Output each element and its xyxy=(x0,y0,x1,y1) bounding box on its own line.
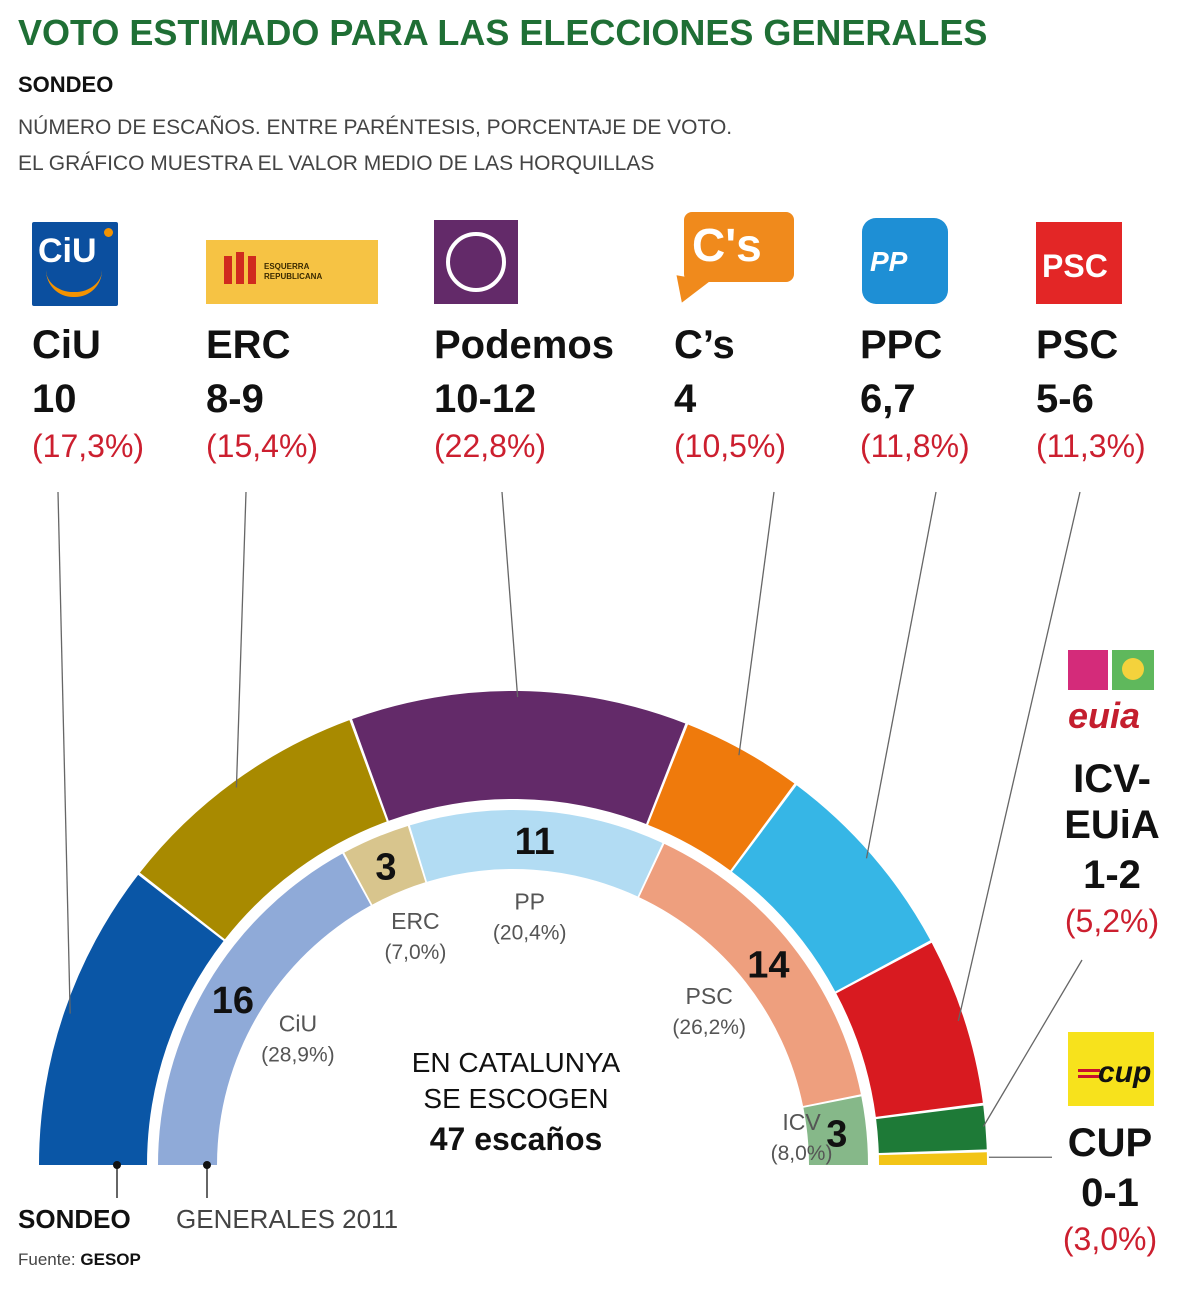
psc-seats: 5-6 xyxy=(1036,377,1094,421)
icv-euia-seats: 1-2 xyxy=(1083,853,1141,897)
party-psc: PSC PSC 5-6 (11,3%) xyxy=(1036,212,1196,464)
ppc-pct: (11,8%) xyxy=(860,428,970,464)
ciu-pct: (17,3%) xyxy=(32,428,145,464)
outer-segment-psc xyxy=(836,942,983,1117)
party-podemos: Podemos 10-12 (22,8%) xyxy=(434,212,654,464)
source-note: Fuente: GESOP xyxy=(18,1250,141,1269)
outer-segment-ciu xyxy=(39,874,224,1165)
psc-name: PSC xyxy=(1036,323,1119,367)
inner-ring-label: GENERALES 2011 xyxy=(176,1204,399,1234)
inner-name-icv: ICV xyxy=(782,1109,821,1135)
outer-segment-erc xyxy=(139,720,387,940)
podemos-pct: (22,8%) xyxy=(434,428,547,464)
party-ciu: CiU CiU 10 (17,3%) xyxy=(32,212,232,464)
pp-logo: PP xyxy=(860,212,1060,308)
cup-name: CUP xyxy=(1067,1121,1153,1165)
inner-segment-ciu xyxy=(158,853,371,1165)
party-icv-euia: ICV-EUiA 1-2 (5,2%) xyxy=(1042,756,1182,940)
ciu-seats: 10 xyxy=(32,377,77,421)
note-line-2: EL GRÁFICO MUESTRA EL VALOR MEDIO DE LAS… xyxy=(18,152,655,175)
leader-line-c-s xyxy=(738,491,775,756)
inner-pct-psc: (26,2%) xyxy=(672,1016,746,1039)
chart-subtitle: SONDEO xyxy=(18,72,114,97)
leader-line-ppc xyxy=(865,491,937,859)
outer-segment-icv-euia xyxy=(876,1105,987,1153)
outer-segment-cup xyxy=(878,1152,987,1165)
ciu-name: CiU xyxy=(32,323,101,367)
center-line-3: 47 escaños xyxy=(430,1121,603,1157)
leader-line-podemos xyxy=(501,491,519,698)
erc-pct: (15,4%) xyxy=(206,428,319,464)
inner-segment-pp xyxy=(409,810,663,897)
inner-name-ciu: CiU xyxy=(279,1011,317,1037)
inner-name-erc: ERC xyxy=(391,908,440,934)
leader-line-icv-euia xyxy=(982,959,1083,1127)
inner-pct-erc: (7,0%) xyxy=(384,941,446,964)
outer-segment-podemos xyxy=(352,691,686,825)
leader-line-psc xyxy=(957,491,1081,1022)
cs-name: C’s xyxy=(674,323,735,367)
erc-seats: 8-9 xyxy=(206,377,264,421)
inner-ring-dot xyxy=(203,1161,211,1169)
outer-ring-dot xyxy=(113,1161,121,1169)
cup-logo: cup xyxy=(1068,1032,1154,1106)
inner-pct-icv: (8,0%) xyxy=(771,1142,833,1165)
inner-segment-erc xyxy=(344,825,426,905)
center-line-1: EN CATALUNYA xyxy=(412,1047,621,1078)
party-ppc: PP PPC 6,7 (11,8%) xyxy=(860,212,1060,464)
inner-seat-count-erc: 3 xyxy=(375,846,396,888)
outer-ring-label: SONDEO xyxy=(18,1204,131,1234)
cup-pct: (3,0%) xyxy=(1062,1221,1158,1257)
note-line-1: NÚMERO DE ESCAÑOS. ENTRE PARÉNTESIS, POR… xyxy=(18,116,733,139)
ppc-seats: 6,7 xyxy=(860,377,916,421)
inner-seat-count-pp: 11 xyxy=(515,821,555,863)
icv-euia-pct: (5,2%) xyxy=(1064,903,1160,939)
chart-title: VOTO ESTIMADO PARA LAS ELECCIONES GENERA… xyxy=(18,12,988,53)
inner-pct-ciu: (28,9%) xyxy=(261,1044,335,1067)
psc-logo: PSC xyxy=(1036,212,1196,308)
outer-segment-ppc xyxy=(732,785,931,992)
podemos-logo xyxy=(434,212,654,308)
center-line-2: SE ESCOGEN xyxy=(423,1083,608,1114)
erc-name: ERC xyxy=(206,323,291,367)
leader-line-erc xyxy=(235,491,247,788)
party-cup: CUP 0-1 (3,0%) xyxy=(1040,1120,1180,1258)
leader-line-ciu xyxy=(57,491,71,1014)
ciu-logo: CiU xyxy=(32,212,232,308)
outer-segment-c-s xyxy=(648,724,795,871)
inner-seat-count-icv: 3 xyxy=(826,1113,847,1155)
cs-pct: (10,5%) xyxy=(674,428,787,464)
icv-euia-logo: euia xyxy=(1068,650,1154,740)
cs-logo: C's xyxy=(672,212,874,308)
inner-segment-psc xyxy=(639,843,861,1107)
icv-euia-name: ICV-EUiA xyxy=(1064,757,1160,847)
podemos-name: Podemos xyxy=(434,323,615,367)
inner-seat-count-ciu: 16 xyxy=(212,980,254,1022)
cup-seats: 0-1 xyxy=(1081,1171,1139,1215)
inner-name-psc: PSC xyxy=(686,983,733,1009)
inner-pct-pp: (20,4%) xyxy=(493,922,567,945)
podemos-seats: 10-12 xyxy=(434,377,537,421)
ppc-name: PPC xyxy=(860,323,943,367)
psc-pct: (11,3%) xyxy=(1036,428,1146,464)
inner-name-pp: PP xyxy=(514,889,545,915)
inner-segment-icv xyxy=(803,1096,868,1165)
cs-seats: 4 xyxy=(674,377,697,421)
party-cs: C's C’s 4 (10,5%) xyxy=(672,212,874,464)
erc-logo: ESQUERRA REPUBLICANA xyxy=(206,212,406,308)
inner-seat-count-psc: 14 xyxy=(747,944,789,986)
party-erc: ESQUERRA REPUBLICANA ERC 8-9 (15,4%) xyxy=(206,212,406,464)
